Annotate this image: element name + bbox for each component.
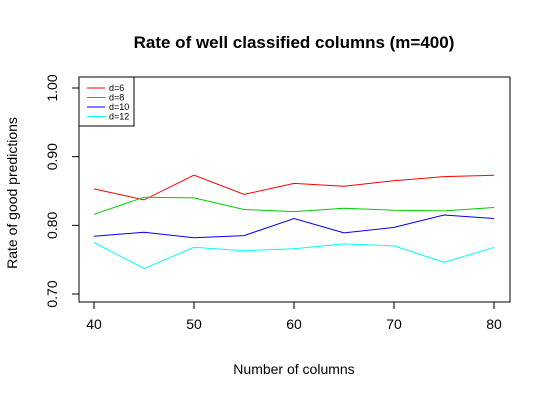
chart-title: Rate of well classified columns (m=400) xyxy=(134,33,455,52)
x-tick-label: 70 xyxy=(386,316,402,332)
y-tick-label: 0.80 xyxy=(44,211,60,238)
series-line-d-12 xyxy=(93,242,495,270)
series-line-d-10 xyxy=(93,214,495,239)
x-tick-label: 50 xyxy=(186,316,202,332)
legend-label: d=6 xyxy=(109,83,124,93)
y-tick-label: 0.90 xyxy=(44,143,60,170)
legend-label: d=8 xyxy=(109,93,124,103)
x-axis-label: Number of columns xyxy=(233,361,354,377)
legend-label: d=10 xyxy=(109,102,129,112)
x-tick-label: 40 xyxy=(86,316,102,332)
series-line-d-8 xyxy=(93,196,495,215)
y-axis: 0.70 0.80 0.90 1.00 xyxy=(44,74,80,308)
legend: d=6d=8d=10d=12 xyxy=(78,76,135,127)
y-tick-label: 1.00 xyxy=(44,74,60,101)
x-tick-label: 60 xyxy=(286,316,302,332)
series-line-d-6 xyxy=(93,174,495,201)
x-axis: 40 50 60 70 80 xyxy=(86,301,502,332)
x-tick-label: 80 xyxy=(486,316,502,332)
y-tick-label: 0.70 xyxy=(44,280,60,307)
legend-box xyxy=(78,76,135,127)
series-layer xyxy=(93,174,495,270)
y-axis-label: Rate of good predictions xyxy=(4,117,20,269)
legend-label: d=12 xyxy=(109,112,129,122)
